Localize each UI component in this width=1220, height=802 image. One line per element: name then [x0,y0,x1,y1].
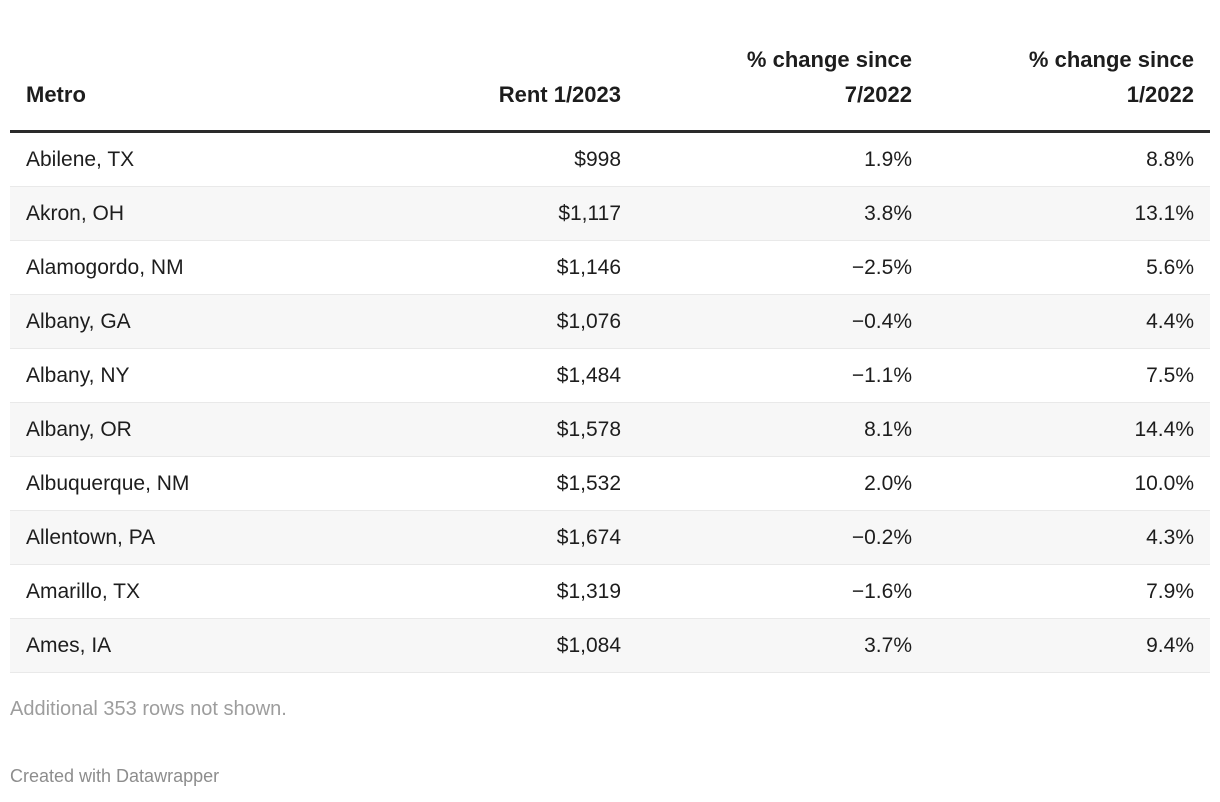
cell-change-7-2022: 8.1% [864,418,912,441]
cell-change-1-2022: 4.4% [1146,310,1194,333]
cell-change-1-2022: 7.9% [1146,580,1194,603]
table-body: Abilene, TX $998 1.9% 8.8% Akron, OH $1,… [10,132,1210,673]
cell-rent: $1,484 [556,364,621,387]
table-row: Alamogordo, NM $1,146 −2.5% 5.6% [10,241,1210,295]
cell-change-7-2022: −1.1% [851,364,912,387]
cell-metro: Abilene, TX [26,148,135,171]
cell-change-7-2022: 3.8% [864,202,912,225]
table-header: Metro Rent 1/2023 % change since 7/2022 … [10,42,1210,133]
cell-rent: $1,674 [556,526,621,549]
column-header-change-7-2022: % change since 7/2022 [637,42,928,133]
column-header-rent: Rent 1/2023 [360,42,637,133]
cell-change-1-2022: 4.3% [1146,526,1194,549]
table-row: Ames, IA $1,084 3.7% 9.4% [10,618,1210,673]
cell-change-7-2022: 1.9% [864,148,912,171]
column-header-line: 7/2022 [844,82,912,107]
cell-change-1-2022: 14.4% [1134,418,1194,441]
table-row: Albany, OR $1,578 8.1% 14.4% [10,402,1210,457]
table-row: Allentown, PA $1,674 −0.2% 4.3% [10,510,1210,565]
datawrapper-attribution-link[interactable]: Created with Datawrapper [10,766,220,786]
cell-metro: Albuquerque, NM [26,472,190,495]
cell-metro: Allentown, PA [26,526,156,549]
cell-change-1-2022: 10.0% [1134,472,1194,495]
cell-rent: $1,146 [556,256,621,279]
cell-metro: Alamogordo, NM [26,256,184,279]
table-row: Albany, GA $1,076 −0.4% 4.4% [10,294,1210,349]
rows-not-shown-note: Additional 353 rows not shown. [10,698,287,720]
cell-change-7-2022: −2.5% [851,256,912,279]
table-row: Abilene, TX $998 1.9% 8.8% [10,132,1210,187]
cell-change-7-2022: −1.6% [851,580,912,603]
cell-metro: Albany, NY [26,364,130,387]
cell-change-7-2022: −0.4% [851,310,912,333]
cell-change-1-2022: 7.5% [1146,364,1194,387]
table-row: Albany, NY $1,484 −1.1% 7.5% [10,349,1210,403]
cell-metro: Ames, IA [26,634,112,657]
column-header-line: 1/2022 [1126,82,1194,107]
rent-table: Metro Rent 1/2023 % change since 7/2022 … [10,42,1210,673]
table-row: Albuquerque, NM $1,532 2.0% 10.0% [10,457,1210,511]
cell-change-1-2022: 8.8% [1146,148,1194,171]
cell-change-7-2022: 3.7% [864,634,912,657]
header-row: Metro Rent 1/2023 % change since 7/2022 … [10,42,1210,133]
cell-metro: Albany, OR [26,418,132,441]
cell-rent: $1,084 [556,634,621,657]
column-header-change-1-2022: % change since 1/2022 [928,42,1210,133]
table-row: Amarillo, TX $1,319 −1.6% 7.9% [10,565,1210,619]
cell-change-1-2022: 5.6% [1146,256,1194,279]
cell-rent: $1,532 [556,472,621,495]
cell-rent: $1,117 [558,202,621,225]
cell-change-1-2022: 9.4% [1146,634,1194,657]
cell-rent: $1,319 [556,580,621,603]
column-header-line: % change since [746,47,912,72]
cell-metro: Akron, OH [26,202,125,225]
column-header-metro: Metro [10,42,360,133]
cell-metro: Albany, GA [26,310,131,333]
table-row: Akron, OH $1,117 3.8% 13.1% [10,186,1210,241]
cell-change-7-2022: −0.2% [851,526,912,549]
cell-change-7-2022: 2.0% [864,472,912,495]
cell-rent: $998 [574,148,621,171]
cell-rent: $1,578 [556,418,621,441]
cell-change-1-2022: 13.1% [1134,202,1194,225]
column-header-line: % change since [1028,47,1194,72]
cell-metro: Amarillo, TX [26,580,140,603]
cell-rent: $1,076 [556,310,621,333]
